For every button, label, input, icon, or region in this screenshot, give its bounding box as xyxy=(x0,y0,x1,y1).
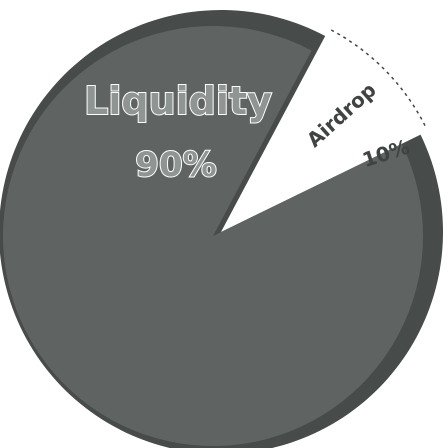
pie-slice-airdrop-border xyxy=(330,29,428,130)
slice-label-liquidity: Liquidity xyxy=(84,79,272,123)
pie-slice-airdrop xyxy=(227,29,427,227)
pie-slice-liquidity xyxy=(3,25,424,446)
slice-value-liquidity: 90% xyxy=(135,145,216,185)
